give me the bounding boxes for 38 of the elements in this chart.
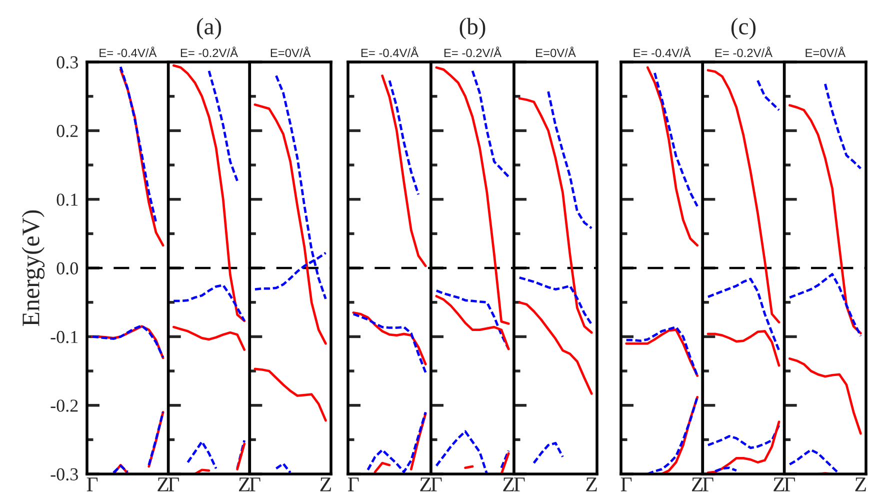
chart-subtitle: E=0V/Å — [536, 46, 576, 58]
chart-subtitle: E=0V/Å — [270, 46, 311, 58]
chart-title: (c) — [731, 18, 756, 40]
chart-subtitle: E= -0.2V/Å — [715, 46, 773, 58]
y-tick-label: 0.3 — [56, 56, 78, 69]
y-tick-label: -0.2 — [50, 400, 78, 412]
x-tick-label: Γ — [250, 478, 260, 492]
chart-subtitle: E= -0.4V/Å — [361, 46, 419, 58]
x-tick-label: Γ — [620, 478, 632, 492]
x-tick-label: Γ — [348, 478, 359, 492]
x-tick-label: Γ — [784, 478, 796, 492]
x-tick-label: Z — [320, 478, 331, 492]
x-tick-label: Z — [158, 478, 168, 492]
x-tick-label: Z — [855, 478, 866, 492]
x-tick-label: Z — [586, 478, 597, 492]
y-tick-label: 0.0 — [56, 262, 78, 275]
x-tick-label: Γ — [702, 478, 714, 492]
y-axis-title: Energy(eV) — [22, 210, 45, 326]
x-tick-label: Γ — [430, 478, 442, 492]
x-tick-label: Z — [420, 478, 431, 492]
y-tick-label: 0.2 — [56, 124, 78, 138]
x-tick-label: Z — [692, 478, 703, 492]
x-tick-label: Γ — [86, 478, 98, 492]
chart-subtitle: E= -0.4V/Å — [100, 46, 157, 58]
chart-subtitle: E= -0.4V/Å — [634, 46, 691, 58]
x-tick-label: Γ — [514, 478, 525, 492]
x-tick-label: Γ — [168, 478, 179, 492]
y-tick-label: -0.3 — [50, 468, 78, 481]
y-tick-label: -0.1 — [50, 330, 78, 344]
chart-subtitle: E=0V/Å — [806, 46, 846, 58]
chart-title: (a) — [196, 18, 222, 40]
chart-subtitle: E= -0.2V/Å — [180, 46, 238, 58]
x-tick-label: Z — [774, 478, 784, 492]
x-tick-label: Z — [238, 478, 250, 492]
x-tick-label: Z — [503, 478, 514, 492]
chart-subtitle: E= -0.2V/Å — [444, 46, 502, 58]
chart-title: (b) — [460, 18, 486, 40]
y-tick-label: 0.1 — [56, 194, 78, 206]
